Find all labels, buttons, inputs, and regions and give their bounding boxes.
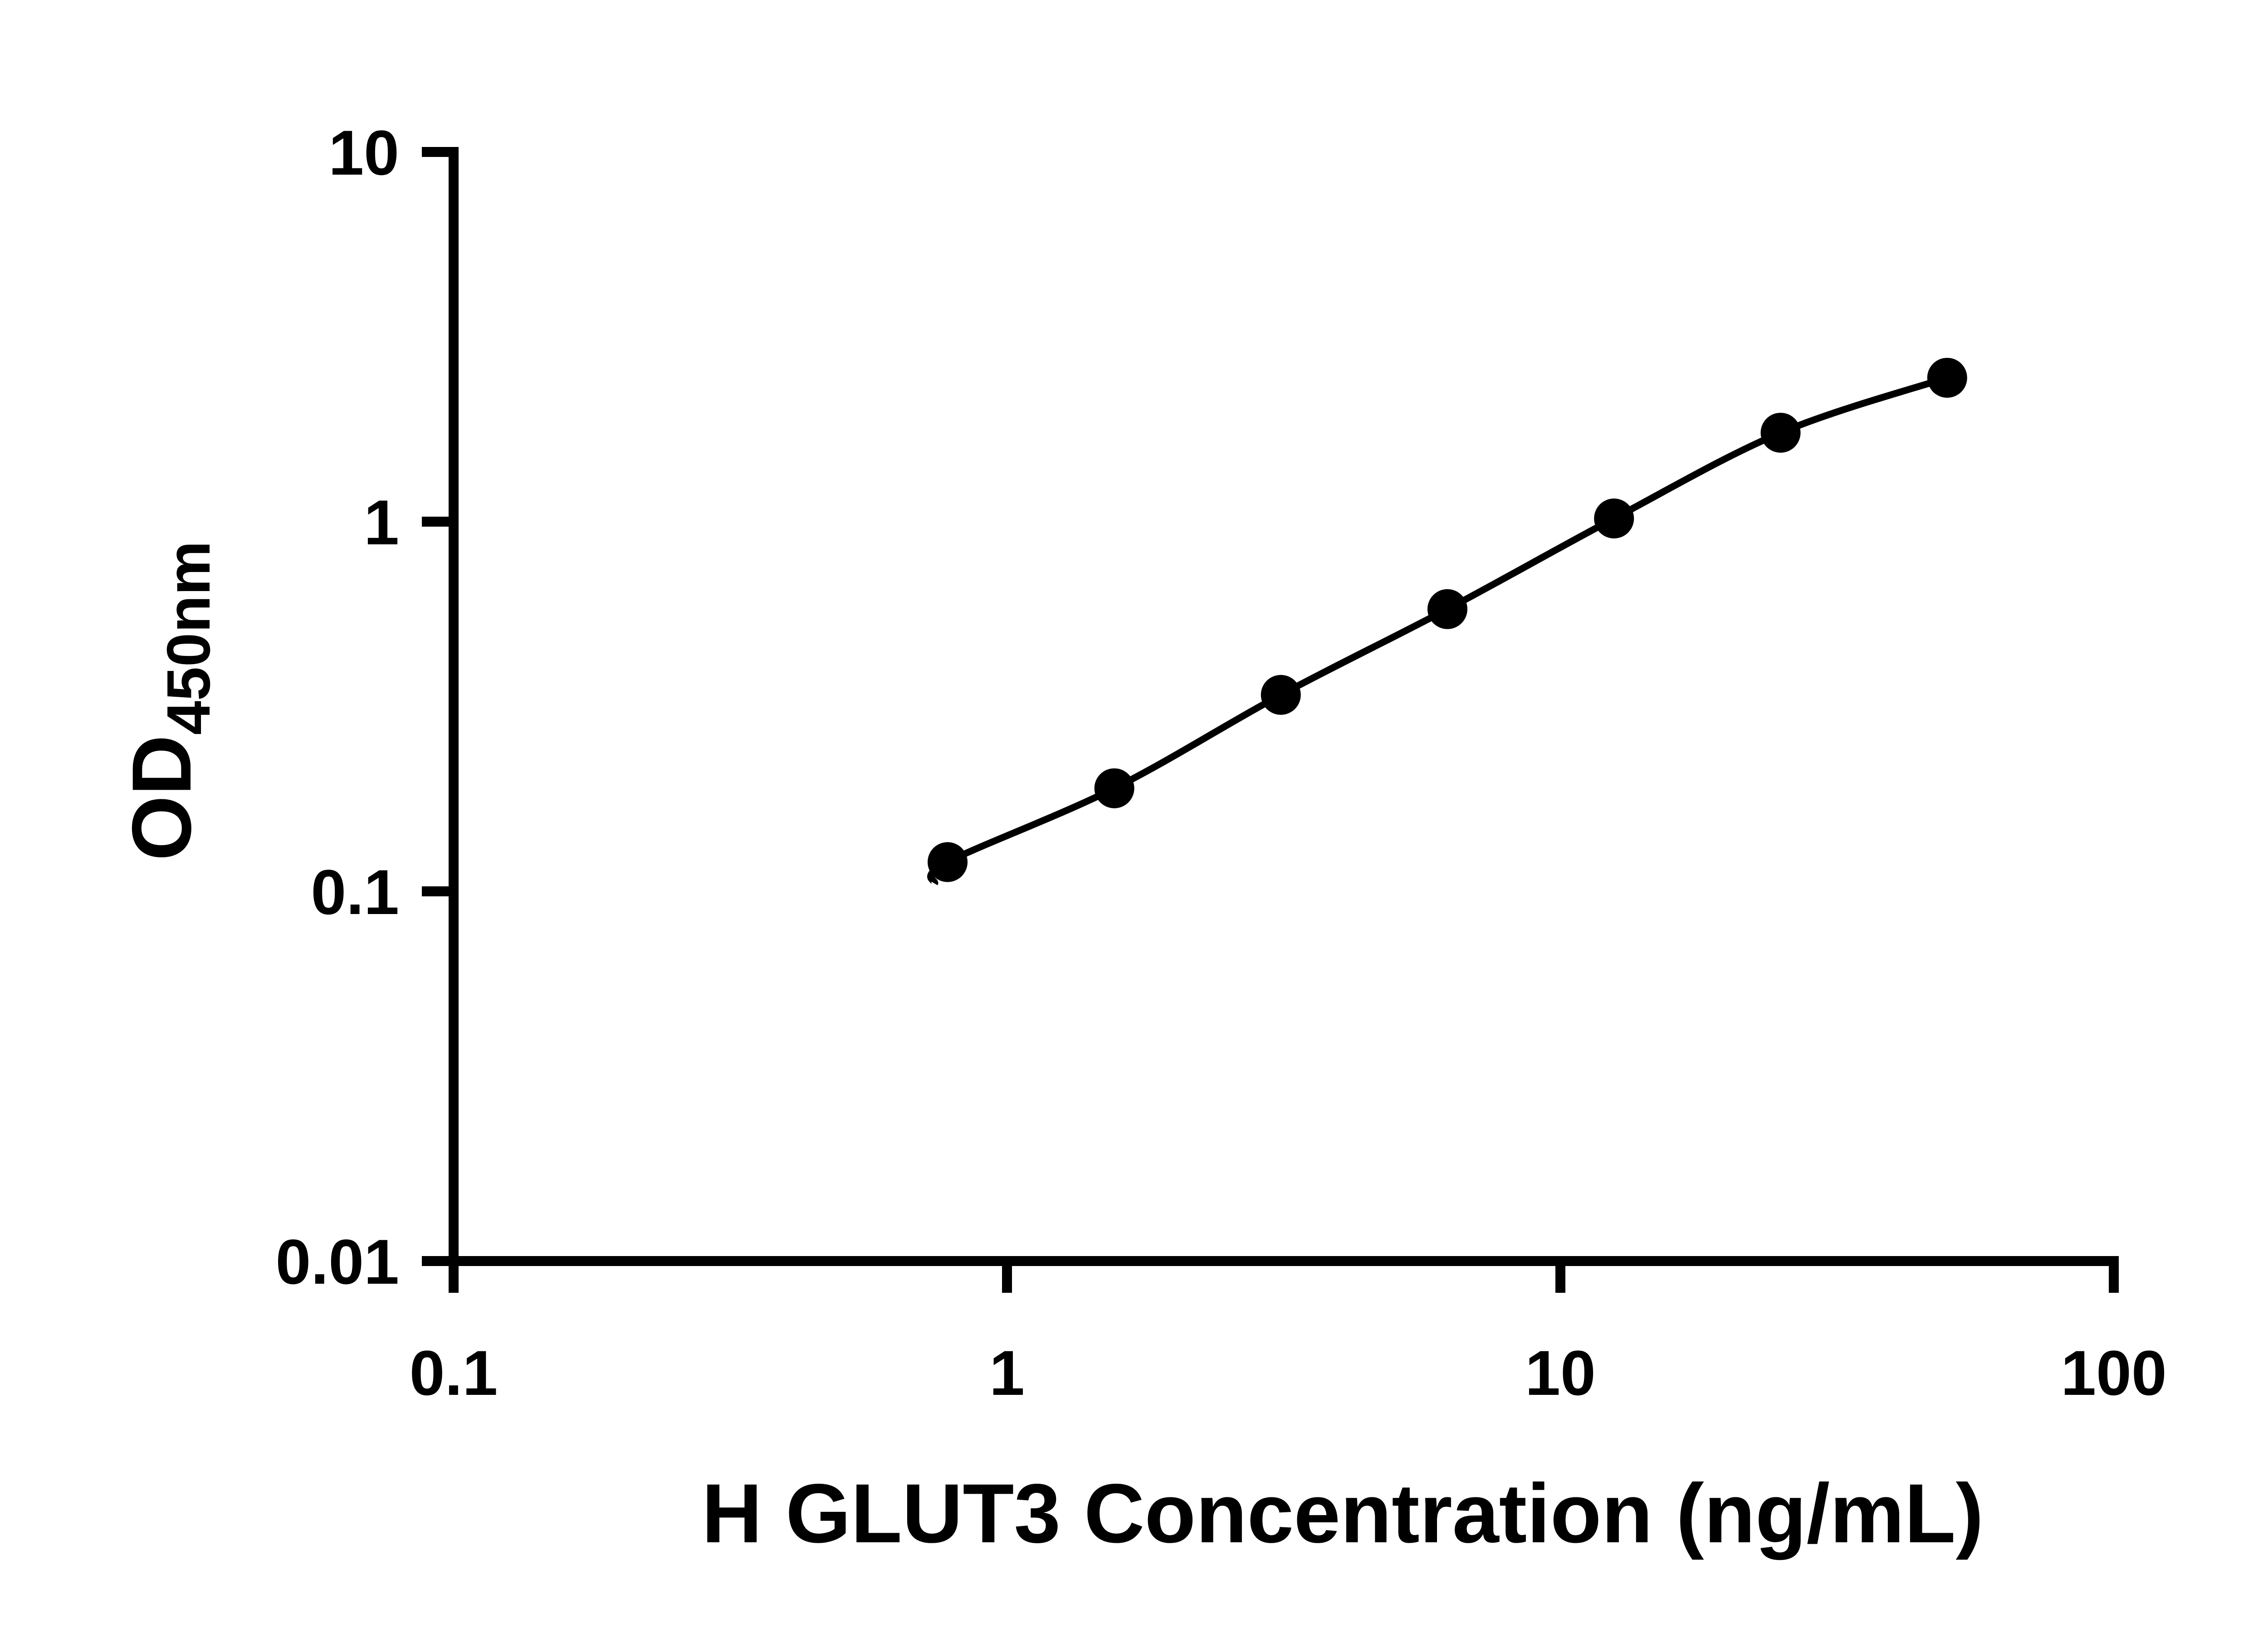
x-tick-label: 100	[2061, 1337, 2167, 1408]
data-point	[1927, 357, 1967, 398]
data-point	[1261, 675, 1301, 715]
x-axis-title-text: H GLUT3 Concentration (ng/mL)	[702, 1467, 1984, 1560]
y-axis-title-subscript: 450nm	[154, 541, 223, 735]
data-point	[928, 842, 968, 882]
data-point	[1094, 768, 1134, 808]
fit-curve	[927, 374, 1949, 886]
y-tick-label: 0.1	[311, 856, 399, 928]
y-tick-label: 10	[328, 117, 399, 188]
y-tick-label: 0.01	[276, 1226, 399, 1297]
x-tick-label: 1	[989, 1337, 1025, 1408]
x-axis-title: H GLUT3 Concentration (ng/mL)	[702, 1467, 1984, 1560]
x-tick-label: 0.1	[410, 1337, 498, 1408]
y-axis-title-main: OD	[115, 735, 209, 861]
data-point	[1594, 498, 1634, 538]
y-tick-label: 1	[364, 487, 399, 558]
data-point	[1427, 589, 1467, 629]
x-tick-label: 10	[1525, 1337, 1596, 1408]
data-point	[1760, 412, 1801, 453]
y-axis-title: OD450nm	[115, 541, 223, 861]
